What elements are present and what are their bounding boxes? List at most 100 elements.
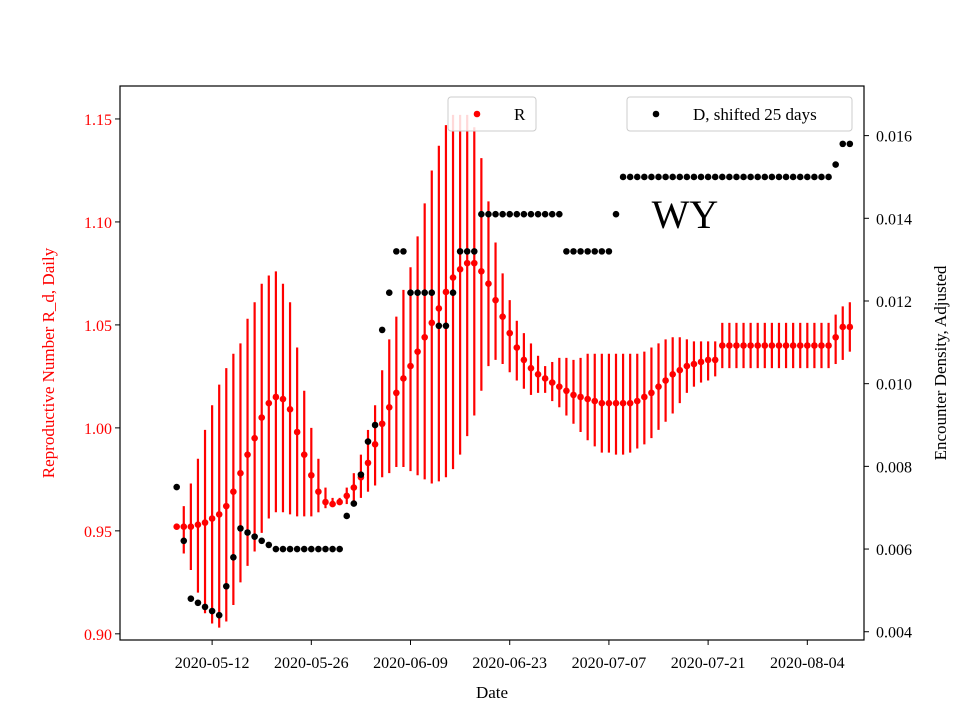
r-data-point	[272, 393, 280, 401]
d-data-point	[839, 140, 847, 148]
r-data-point	[378, 420, 386, 428]
r-data-point	[208, 515, 216, 522]
d-data-point	[435, 322, 443, 330]
d-data-point	[201, 603, 209, 611]
r-data-point	[244, 451, 251, 458]
d-data-point	[811, 173, 818, 181]
r-data-point	[393, 389, 400, 397]
r-data-point	[442, 288, 450, 296]
r-data-point	[329, 500, 336, 508]
y-left-tick-label: 1.05	[84, 318, 112, 335]
r-data-point	[818, 342, 825, 349]
plot-frame	[119, 85, 865, 641]
d-data-point	[846, 140, 854, 148]
axis-layer: 2020-05-12 2020-05-26 2020-06-09 2020-06-23…	[84, 112, 912, 672]
y-left-tick-label: 0.95	[84, 524, 112, 541]
d-data-point	[626, 173, 634, 181]
d-data-point	[782, 173, 790, 181]
d-data-point	[711, 173, 719, 181]
d-data-point	[697, 173, 705, 181]
legend-d-marker	[652, 110, 660, 118]
d-data-point	[350, 500, 358, 507]
r-data-point	[804, 342, 811, 349]
d-data-point	[215, 611, 223, 619]
r-data-point	[385, 403, 393, 411]
r-data-point	[478, 268, 485, 275]
r-data-point	[775, 342, 783, 349]
r-data-point	[619, 399, 627, 407]
plot-layer	[173, 114, 854, 628]
legend-r-box	[447, 96, 537, 132]
d-data-point	[222, 582, 230, 590]
r-data-point	[322, 498, 329, 506]
legend-r: R	[447, 96, 537, 132]
r-data-point	[577, 393, 584, 401]
d-data-point	[371, 421, 379, 429]
r-data-point	[832, 333, 839, 341]
d-data-point	[704, 173, 712, 181]
y-right-tick-label: 0.006	[876, 542, 912, 559]
d-data-point	[485, 210, 492, 218]
d-data-point	[747, 173, 754, 181]
d-data-point	[584, 248, 591, 255]
r-data-point	[754, 342, 762, 349]
y-right-tick-label: 0.008	[876, 459, 912, 476]
r-data-point	[633, 397, 641, 405]
d-data-point	[662, 173, 669, 181]
r-data-point	[527, 364, 535, 372]
r-data-point	[811, 342, 818, 349]
r-data-point	[421, 333, 428, 341]
d-data-point	[230, 554, 237, 561]
d-data-point	[619, 173, 627, 181]
d-data-point	[754, 173, 762, 181]
r-data-point	[570, 391, 577, 399]
d-data-point	[258, 537, 266, 545]
r-data-point	[839, 323, 847, 331]
d-data-point	[208, 607, 216, 615]
r-data-point	[662, 377, 669, 384]
d-data-point	[492, 210, 499, 218]
r-data-point	[626, 399, 634, 407]
x-tick-label: 2020-08-04	[770, 655, 845, 672]
r-data-point	[492, 296, 499, 304]
y-left-tick-label: 0.90	[84, 627, 112, 644]
r-data-point	[251, 434, 258, 442]
d-data-point	[414, 289, 421, 297]
d-data-point	[796, 173, 804, 181]
legend-d-label: D, shifted 25 days	[693, 105, 817, 124]
r-data-point	[456, 265, 464, 273]
d-data-point	[407, 289, 414, 297]
d-data-point	[598, 248, 606, 255]
d-data-point	[570, 248, 577, 255]
r-data-point	[563, 387, 570, 395]
r-data-point	[641, 393, 648, 401]
x-tick-label: 2020-06-23	[472, 655, 547, 672]
d-data-point	[520, 210, 528, 218]
d-data-point	[648, 173, 655, 181]
d-data-point	[733, 173, 740, 181]
r-data-point	[612, 399, 620, 407]
d-data-point	[655, 173, 662, 181]
d-data-point	[251, 533, 258, 540]
d-data-point	[322, 545, 329, 553]
d-data-point	[478, 210, 485, 218]
r-data-point	[463, 259, 471, 267]
r-data-point	[400, 375, 407, 382]
d-data-point	[378, 326, 386, 334]
d-data-point	[329, 545, 336, 553]
d-data-point	[400, 248, 407, 255]
d-data-point	[804, 173, 811, 181]
r-data-point	[796, 342, 804, 349]
r-data-point	[350, 484, 358, 491]
x-axis-label: Date	[476, 683, 508, 702]
r-data-point	[364, 459, 372, 467]
d-data-point	[825, 173, 832, 181]
r-data-point	[470, 259, 478, 267]
r-data-point	[194, 521, 202, 528]
d-data-point	[293, 545, 301, 553]
d-data-point	[194, 599, 202, 607]
d-data-point	[563, 248, 570, 255]
d-data-point	[768, 173, 776, 181]
y-right-tick-label: 0.012	[876, 294, 912, 311]
r-data-point	[598, 399, 606, 407]
